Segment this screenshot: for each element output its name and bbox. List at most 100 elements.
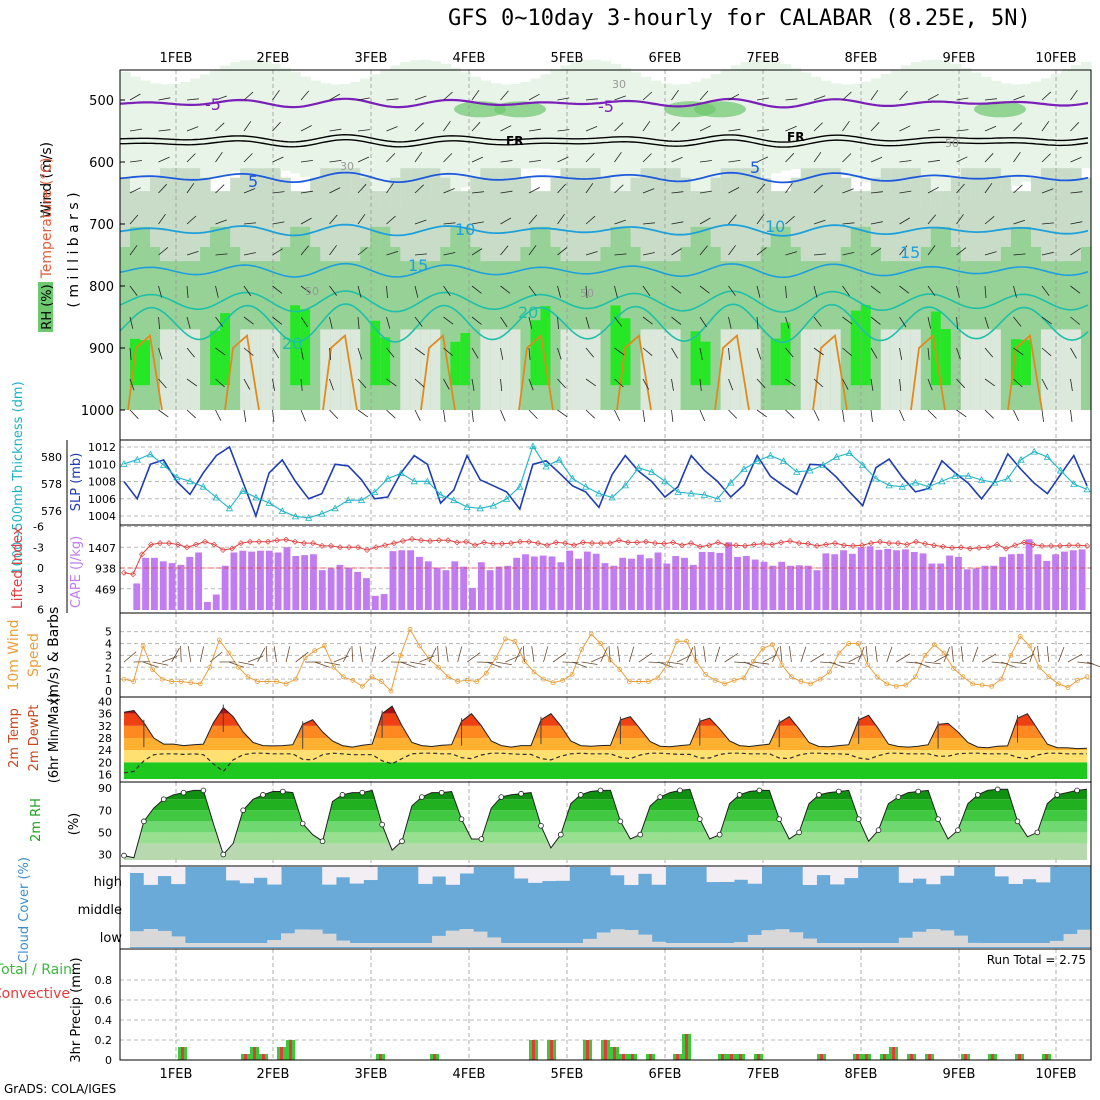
rh-shading-dry [580, 329, 592, 410]
cape-bar [654, 552, 662, 610]
rh-shading-moist [520, 246, 532, 410]
cape-bar [486, 570, 494, 610]
lifted-index-marker [1084, 542, 1090, 549]
cloud-low-bar [610, 929, 625, 947]
cloud-low-bar [335, 940, 351, 947]
contour-label: 20 [282, 334, 302, 353]
wind-barb-10m [638, 652, 653, 663]
temperature-band [120, 698, 1091, 701]
rh-shading-moist [120, 246, 131, 410]
cloud-high-bar [130, 867, 145, 873]
wind-barb [842, 91, 852, 101]
cape-bar [557, 562, 565, 610]
rh-shading-moist [760, 246, 772, 410]
contour-label: FR [506, 134, 523, 148]
wind-barb [215, 95, 227, 101]
wind-speed-marker [912, 674, 918, 680]
wind-barb [728, 187, 740, 194]
cape-bar [363, 578, 370, 610]
wind-barb [329, 245, 337, 256]
wind-speed-marker [760, 645, 766, 651]
wind-barb [585, 98, 598, 101]
cloud-low-bar [555, 943, 570, 947]
cape-bar [168, 563, 176, 610]
cloud-low-bar [390, 943, 406, 947]
wind-barb [1013, 122, 1023, 132]
rh-shading-upper [560, 65, 572, 173]
cape-bar [813, 570, 821, 610]
wind-barb [699, 409, 706, 422]
lifted-index-marker [463, 538, 469, 545]
cloud-low-bar [967, 942, 982, 947]
wind-barb-10m [495, 661, 512, 666]
wind-barb [500, 125, 512, 132]
cloud-low-bar [184, 943, 200, 947]
wind-barb [956, 156, 968, 163]
wind-barb [699, 245, 708, 256]
lifted-index-marker [832, 540, 838, 547]
cape-bar [195, 552, 203, 610]
lifted-index-marker [175, 541, 181, 548]
thickness-tick-label: 576 [41, 505, 62, 518]
rh-marker [1074, 787, 1080, 794]
rh-shading-upper [840, 84, 852, 175]
cape-bar [151, 557, 158, 610]
rh-shading-moist [230, 246, 241, 410]
isotherm-25 [119, 303, 1089, 344]
pressure-axis-label: ( m i l l i b a r s ) [66, 192, 82, 307]
rh-shading-upper [1030, 81, 1042, 178]
cape-bar [795, 565, 803, 610]
rh-shading-moist [200, 246, 211, 410]
thickness-tick-label: 580 [41, 451, 62, 464]
wind-barb [528, 378, 534, 391]
wind-barb-10m [314, 661, 330, 668]
rh-shading-saturated [380, 337, 391, 386]
wind-barb [1013, 347, 1024, 356]
cloud-high-bar [843, 867, 859, 879]
precip-convective-bar [865, 1054, 868, 1060]
wind-barb [357, 97, 370, 101]
wind-barb [158, 156, 170, 163]
rh-shading-upper [830, 83, 842, 172]
wind-barb [756, 409, 768, 418]
rh-shading-upper [220, 65, 231, 175]
lifted-index-marker [220, 547, 226, 553]
wind-barb [1070, 248, 1081, 256]
cape-bar [212, 594, 220, 610]
wind-barb [357, 156, 370, 163]
rh-shading-saturated [130, 338, 141, 386]
lifted-index-marker [670, 539, 676, 546]
wind-barb [329, 409, 339, 419]
lifted-index-marker [724, 542, 730, 549]
x-tick-label-bottom: 6FEB [649, 1067, 682, 1082]
cloud-low-bar [994, 943, 1010, 947]
precip-convective-bar [910, 1054, 913, 1060]
cape-bar [592, 553, 600, 610]
precip-convective-bar [757, 1054, 760, 1060]
wind-barb [699, 347, 703, 360]
wind-barb [243, 378, 251, 390]
wind-barb-10m [734, 661, 751, 664]
rh-shading-saturated [850, 310, 862, 386]
cloud-low-bar [473, 931, 488, 947]
wind-barb [984, 251, 997, 256]
wind-barb [414, 285, 419, 298]
rh-marker [776, 816, 783, 822]
cape-bar [177, 564, 185, 610]
wind-barb [870, 378, 874, 391]
cloud-high-bar [912, 867, 927, 879]
wind-barb [1070, 378, 1073, 391]
thickness-marker [661, 477, 669, 485]
wind-barb [785, 153, 795, 163]
wind-barb [186, 126, 199, 132]
thickness-marker [463, 503, 471, 510]
lifted-index-marker [814, 542, 820, 549]
rh-shading-saturated [770, 338, 782, 386]
lifted-index-marker [310, 540, 316, 547]
cloud-high-bar [624, 867, 639, 885]
run-total-label: Run Total = 2.75 [987, 953, 1086, 967]
rh-shading-dry [260, 329, 271, 410]
lifted-index-marker [643, 538, 649, 545]
wind-barb [386, 316, 391, 329]
lifted-index-marker [148, 541, 154, 548]
